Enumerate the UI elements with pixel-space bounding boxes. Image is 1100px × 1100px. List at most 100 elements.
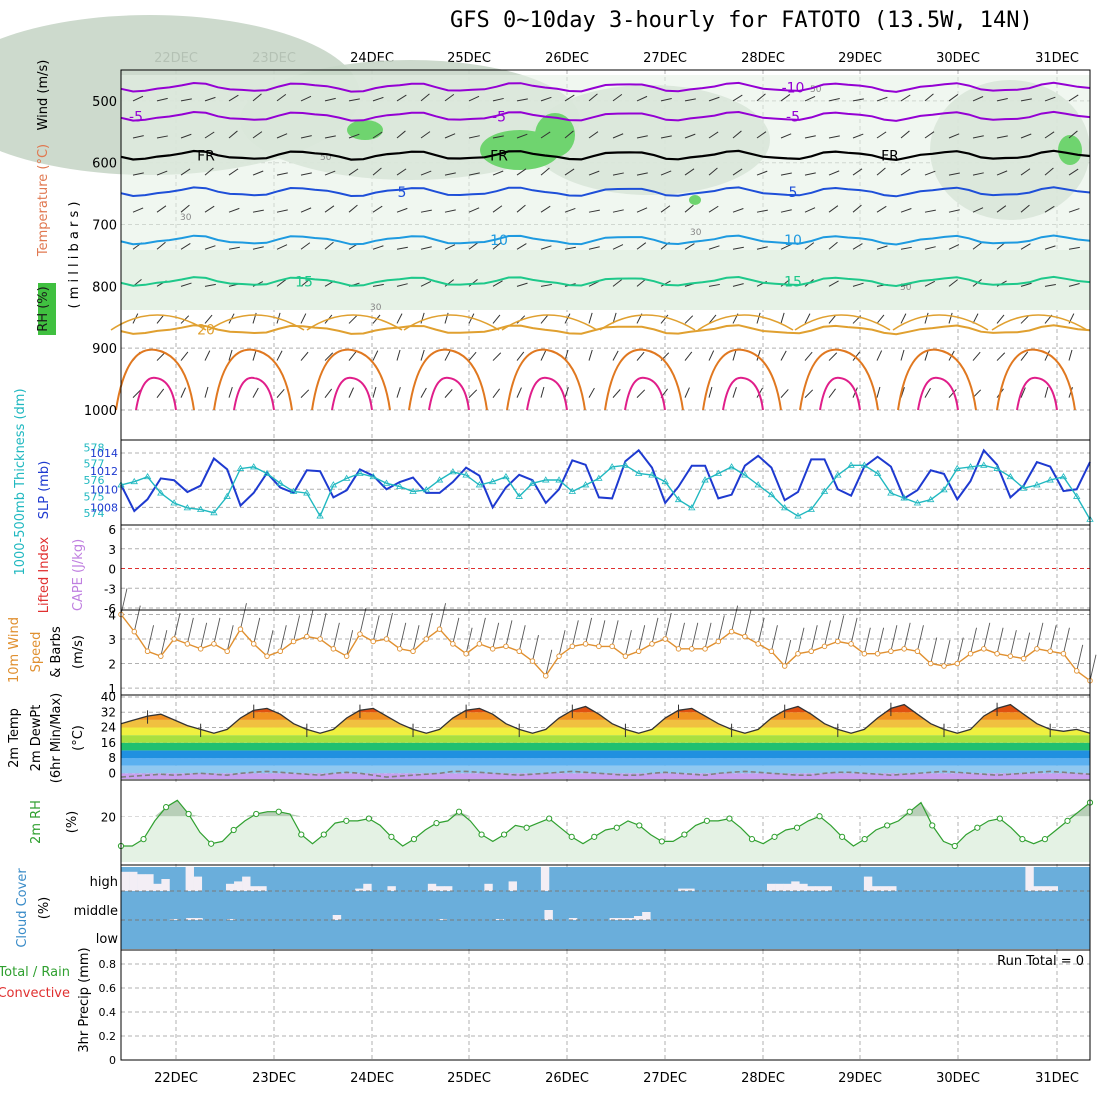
wind-barb-10m [704, 622, 712, 649]
cloud-middle-bar [194, 918, 203, 920]
wind-speed-point [755, 641, 761, 647]
wind-speed-point [158, 653, 164, 659]
rh-point [478, 831, 485, 838]
pressure-tick: 600 [92, 157, 117, 172]
wind-barb [876, 314, 885, 324]
isotherm-FR [120, 149, 1091, 162]
x-tick-top-25DEC: 25DEC [447, 51, 491, 66]
thickness-point [409, 487, 417, 494]
cloud-high-bar [1033, 886, 1042, 891]
wind-barb-10m [1049, 625, 1057, 652]
wind-barb [420, 93, 430, 102]
thickness-point [581, 481, 590, 488]
isotherm-label: -5 [129, 109, 143, 125]
wind-barb [156, 97, 168, 102]
thickness-point [1046, 476, 1054, 483]
cloud-middle-bar [169, 919, 179, 920]
rh-upper-mask [121, 782, 1090, 817]
wind-barb-10m [1089, 654, 1097, 681]
wind-barb-10m [319, 612, 327, 640]
thickness-tick: 577 [84, 458, 105, 471]
x-tick-top-31DEC: 31DEC [1035, 51, 1079, 66]
rh-point [208, 840, 215, 847]
thickness-point [435, 476, 444, 483]
wind-barb [684, 387, 690, 398]
cloud-high-bar [185, 867, 194, 891]
panel-frame [120, 524, 1091, 611]
rh-saturated-area [1058, 135, 1082, 165]
rh-point [523, 824, 530, 831]
temp-band [121, 750, 1090, 759]
wind-barb [612, 350, 619, 361]
wind-barb [1068, 349, 1073, 361]
wind-speed-point [489, 646, 496, 652]
wind-barb [468, 135, 480, 139]
wind-barb [780, 389, 789, 398]
pressure-tick: 500 [92, 95, 117, 110]
wind-barb-10m [890, 625, 898, 652]
wind-barb [156, 388, 165, 398]
wind-barb [252, 170, 264, 176]
thickness-point [900, 494, 908, 501]
wind-speed-point [250, 641, 257, 647]
rh-point [343, 817, 350, 824]
wind-speed-point [702, 646, 708, 652]
wind-barb-10m [518, 625, 526, 652]
wind-barb [636, 351, 645, 361]
wind-barb [804, 172, 816, 176]
temp-band [121, 758, 1090, 766]
thickness-point [1073, 492, 1081, 499]
rh-line [121, 799, 1091, 847]
x-tick-bottom-26DEC: 26DEC [545, 1071, 589, 1086]
cloud-high-bar [1049, 886, 1058, 891]
rh-point [500, 831, 508, 838]
wind-speed-point [1047, 648, 1053, 655]
wind-barb [924, 280, 936, 287]
cloud-high-bar [145, 874, 154, 891]
temp-line [120, 703, 1091, 734]
cloud-high-bar [678, 888, 687, 891]
cloud-level-label: high [90, 875, 118, 890]
thickness-point [1006, 472, 1015, 480]
thickness-point [210, 509, 218, 516]
rh-contour-label: 30 [370, 303, 382, 313]
wind-speed-point [609, 643, 615, 650]
wind-speed-point [330, 646, 337, 652]
wind-barb [660, 280, 671, 287]
wind-barb [180, 98, 192, 102]
wind-barb [348, 98, 360, 102]
x-tick-bottom-27DEC: 27DEC [643, 1071, 687, 1086]
wind-barb-10m [1063, 627, 1070, 654]
thickness-point [183, 504, 192, 511]
wind-barb [612, 389, 621, 398]
isotherm-label: -10 [782, 80, 805, 96]
wind-barb [612, 172, 624, 176]
wind-barb [156, 314, 165, 324]
rh-point [320, 831, 327, 838]
wind-barb-10m [770, 625, 778, 652]
isotherm-20-wave [991, 314, 1088, 331]
thickness-point [303, 489, 311, 496]
wind-barb [516, 204, 526, 213]
rh-contour-label: 50 [900, 283, 912, 293]
wind-barb [852, 98, 864, 102]
wind-barb [540, 283, 552, 287]
wind-barb-10m [970, 627, 977, 654]
rh-point [433, 820, 440, 827]
wind-barb-10m [1076, 644, 1084, 672]
wind-barb [684, 133, 696, 139]
isotherm-label: 10 [784, 233, 802, 249]
thickness-point [873, 469, 882, 476]
thickness-point [927, 495, 935, 503]
wind-barb [540, 131, 551, 139]
wind-barb-10m [372, 615, 380, 642]
wind-barb [420, 281, 432, 287]
wind-speed-point [476, 641, 483, 647]
wind-speed-point [781, 663, 788, 669]
wind-speed-point [370, 638, 376, 645]
wind-barb [660, 170, 672, 176]
wind-speed-point [927, 660, 934, 667]
wind-barb [372, 205, 383, 213]
wind-barb [1020, 98, 1032, 102]
wind-speed-point [224, 648, 230, 655]
